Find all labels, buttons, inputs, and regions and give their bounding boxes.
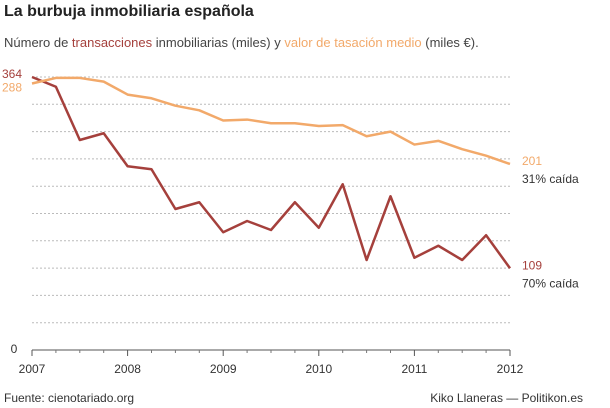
legend-entry: valor de tasación medio (284, 35, 421, 50)
legend-entry: transacciones (72, 35, 153, 50)
end-label: 201 (522, 154, 542, 168)
x-tick-label: 2009 (210, 362, 237, 376)
start-label: 288 (2, 81, 22, 95)
series-line (31, 75, 512, 269)
end-label: 109 (522, 258, 542, 272)
chart-subtitle: Número de transacciones inmobiliarias (m… (4, 35, 479, 50)
x-tick-label: 2010 (305, 362, 332, 376)
chart-title: La burbuja inmobiliaria española (4, 3, 254, 20)
x-tick-label: 2012 (497, 362, 524, 376)
subtitle-text: inmobiliarias (miles) y (152, 35, 284, 50)
annotation: 31% caída (522, 172, 579, 186)
start-label: 364 (2, 67, 22, 81)
series-line (31, 76, 511, 166)
annotation: 70% caída (522, 276, 579, 290)
x-tick-label: 2008 (114, 362, 141, 376)
credit: Kiko Llaneras — Politikon.es (430, 391, 583, 405)
x-tick-label: 2011 (401, 362, 427, 376)
y-tick-label: 0 (11, 342, 18, 356)
subtitle-text: (miles €). (422, 35, 479, 50)
subtitle-text: Número de (4, 35, 72, 50)
x-tick-label: 2007 (19, 362, 46, 376)
source: Fuente: cienotariado.org (4, 391, 134, 405)
